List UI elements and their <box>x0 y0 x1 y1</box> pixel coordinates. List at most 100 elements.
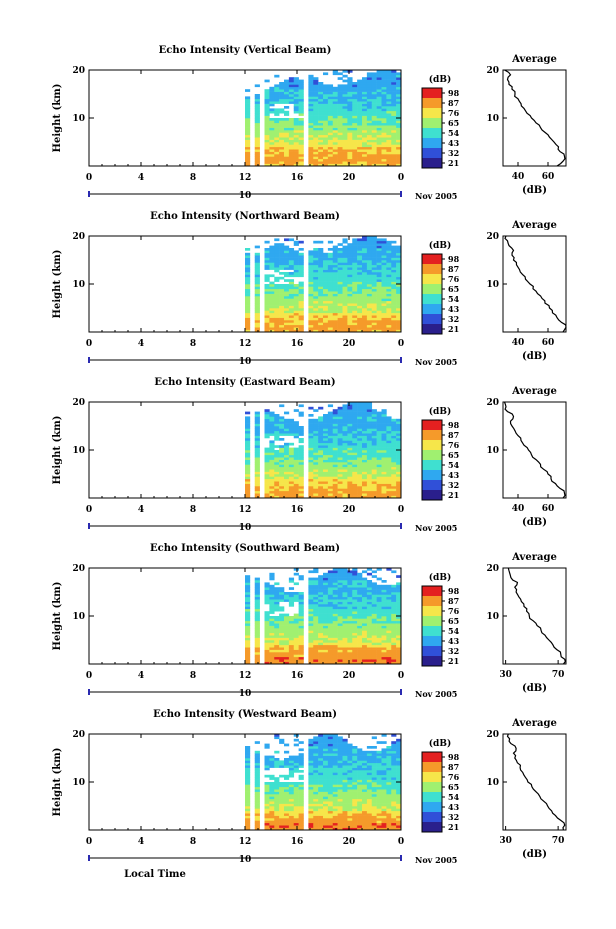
heatmap-cell <box>366 72 373 76</box>
heatmap-cell <box>293 592 299 595</box>
heatmap-cell <box>274 474 280 477</box>
heatmap-cell <box>318 628 324 631</box>
heatmap-cell <box>366 469 373 472</box>
heatmap-cell <box>318 611 324 614</box>
heatmap-cell <box>269 625 275 629</box>
heatmap-cell <box>386 308 392 311</box>
heatmap-cell <box>288 418 295 422</box>
heatmap-cell <box>362 154 368 157</box>
heatmap-cell <box>376 245 382 249</box>
heatmap-cell <box>371 409 377 412</box>
heatmap-cell <box>269 589 275 593</box>
heatmap-cell <box>376 284 382 287</box>
colorbar-tick-label: 54 <box>448 128 460 138</box>
heatmap-cell <box>327 572 334 576</box>
heatmap-cell <box>293 284 299 287</box>
heatmap-cell <box>323 813 329 816</box>
heatmap-cell <box>386 94 392 97</box>
heatmap-cell <box>288 248 295 251</box>
heatmap-cell <box>284 84 290 88</box>
heatmap-cell <box>381 264 387 268</box>
heatmap-cell <box>284 818 290 821</box>
heatmap-cell <box>352 481 358 484</box>
heatmap-cell <box>347 457 353 460</box>
heatmap-cell <box>293 596 299 600</box>
heatmap-cell <box>284 599 290 602</box>
heatmap-cell <box>391 587 397 590</box>
heatmap-cell <box>327 115 334 119</box>
heatmap-cell <box>308 743 314 747</box>
heatmap-cell <box>269 139 275 143</box>
heatmap-cell <box>332 146 338 150</box>
heatmap-cell <box>308 454 314 458</box>
heatmap-cell <box>318 240 324 244</box>
heatmap-cell <box>376 243 382 246</box>
heatmap-cell <box>347 606 353 610</box>
heatmap-cell <box>318 308 324 311</box>
heatmap-cell <box>269 452 275 456</box>
heatmap-cell <box>386 654 392 658</box>
heatmap-cell <box>371 286 377 290</box>
heatmap-cell <box>327 592 334 595</box>
heatmap-cell <box>245 452 251 456</box>
heatmap-cell <box>376 606 382 610</box>
heatmap-cell <box>284 163 290 167</box>
heatmap-cell <box>274 632 280 636</box>
heatmap-cell <box>381 423 387 427</box>
profile-line <box>503 401 566 499</box>
heatmap-cell <box>381 329 387 333</box>
heatmap-cell <box>254 308 260 311</box>
heatmap-cell <box>254 101 260 104</box>
heatmap-cell <box>293 240 299 244</box>
heatmap-cell <box>298 327 304 330</box>
heatmap-cell <box>293 94 299 97</box>
heatmap-cell <box>274 122 280 126</box>
heatmap-cell <box>245 144 251 148</box>
heatmap-cell <box>371 495 377 499</box>
heatmap-cell <box>352 568 358 571</box>
heatmap-cell <box>284 493 290 496</box>
heatmap-cell <box>362 584 368 588</box>
heatmap-cell <box>396 644 402 648</box>
heatmap-cell <box>327 89 334 92</box>
heatmap-cell <box>391 428 397 432</box>
heatmap-cell <box>254 779 260 783</box>
heatmap-cell <box>298 433 304 436</box>
heatmap-cell <box>362 320 368 323</box>
heatmap-cell <box>254 471 260 475</box>
heatmap-cell <box>342 255 348 258</box>
heatmap-cell <box>298 488 304 492</box>
heatmap-cell <box>298 803 304 807</box>
heatmap-cell <box>357 113 363 116</box>
heatmap-cell <box>342 303 348 306</box>
heatmap-cell <box>279 789 285 792</box>
heatmap-cell <box>308 784 314 788</box>
heatmap-cell <box>323 310 329 314</box>
heatmap-cell <box>298 113 304 116</box>
heatmap-cell <box>366 613 373 617</box>
heatmap-cell <box>386 79 392 83</box>
heatmap-cell <box>327 118 334 121</box>
heatmap-cell <box>274 820 280 824</box>
heatmap-cell <box>318 452 324 456</box>
heatmap-cell <box>298 649 304 653</box>
heatmap-cell <box>245 592 251 595</box>
y-axis-label: Height (km) <box>52 250 63 319</box>
heatmap-cell <box>347 642 353 646</box>
colorbar-segment <box>422 254 442 265</box>
heatmap-cell <box>279 659 285 662</box>
heatmap-cell <box>342 652 348 655</box>
heatmap-cell <box>332 421 338 424</box>
heatmap-cell <box>269 146 275 150</box>
heatmap-cell <box>362 250 368 254</box>
heatmap-cell <box>269 94 275 97</box>
heatmap-cell <box>327 810 334 814</box>
heatmap-cell <box>386 252 392 256</box>
heatmap-cell <box>254 120 260 124</box>
heatmap-cell <box>293 659 299 662</box>
heatmap-cell <box>371 442 377 446</box>
heatmap-cell <box>318 134 324 138</box>
heatmap-cell <box>327 820 334 824</box>
heatmap-cell <box>347 281 353 285</box>
heatmap-cell <box>357 632 363 636</box>
